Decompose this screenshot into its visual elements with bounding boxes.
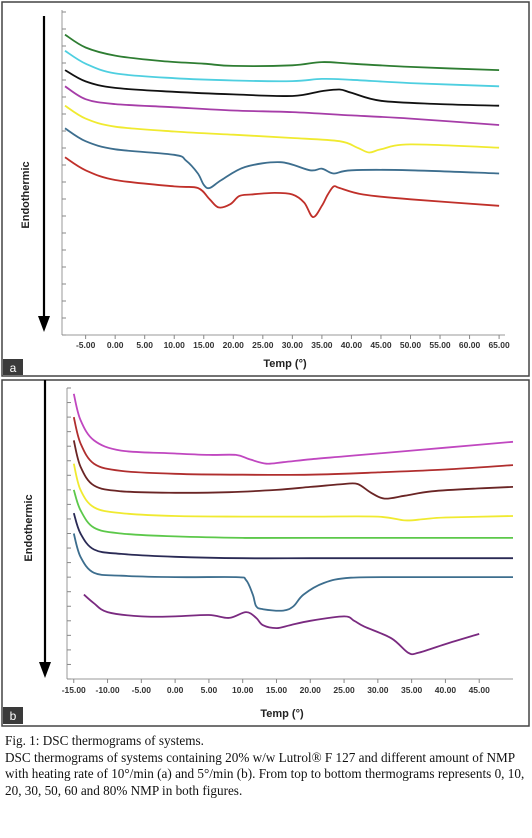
figure-canvas: -5.00 0.00 5.00 10.00 15.00 20.00 25.00 30.00 35…	[1, 1, 530, 727]
x-tick-label: 65.00	[488, 340, 510, 350]
panel-a-y-label: Endothermic	[20, 161, 32, 228]
panel-b-x-ticks	[73, 679, 480, 683]
series-line-4	[64, 85, 500, 126]
panel-a-x-ticks	[85, 335, 500, 339]
caption-body: DSC thermograms of systems containing 20…	[5, 749, 525, 798]
panel-a-x-label: Temp (°)	[263, 358, 307, 370]
x-tick-label: 10.00	[232, 685, 254, 695]
panel-a-series	[64, 33, 500, 218]
x-tick-label: 45.00	[370, 340, 392, 350]
series-line-4	[72, 463, 514, 522]
series-line-7	[72, 533, 513, 612]
series-line-1	[64, 33, 500, 71]
series-line-8	[83, 593, 480, 656]
panel-a-tag-label: a	[10, 361, 17, 375]
panel-a-frame	[1, 1, 530, 377]
x-tick-label: 5.00	[136, 340, 153, 350]
panel-b-tag-label: b	[10, 709, 17, 723]
panel-a-tag	[3, 359, 23, 375]
x-tick-label: 35.00	[401, 685, 423, 695]
x-tick-label: 25.00	[252, 340, 274, 350]
panel-b: -15.00 -10.00 -5.00 0.00 5.00 10.00 15.00 20.00…	[1, 379, 530, 727]
x-tick-label: 50.00	[400, 340, 422, 350]
x-tick-label: 0.00	[107, 340, 124, 350]
x-tick-label: 20.00	[223, 340, 245, 350]
panel-b-y-ticks	[67, 387, 71, 680]
panel-b-frame	[1, 379, 530, 727]
x-tick-label: -10.00	[95, 685, 119, 695]
figure-caption: Fig. 1: DSC thermograms of systems. DSC …	[5, 733, 527, 799]
x-tick-label: 45.00	[469, 685, 491, 695]
x-tick-label: -5.00	[76, 340, 96, 350]
series-line-2	[64, 50, 500, 88]
series-line-5	[64, 104, 500, 154]
panel-a-tick-labels: -5.00 0.00 5.00 10.00 15.00 20.00 25.00 30.00 35…	[76, 340, 510, 350]
caption-title: Fig. 1: DSC thermograms of systems.	[5, 733, 204, 748]
x-tick-label: 20.00	[300, 685, 322, 695]
panel-a-y-ticks	[62, 11, 66, 336]
series-line-3	[72, 440, 514, 500]
x-tick-label: 60.00	[459, 340, 481, 350]
panel-a-arrowhead	[38, 316, 50, 332]
x-tick-label: 5.00	[201, 685, 218, 695]
series-line-6	[64, 127, 500, 190]
panel-b-series	[72, 393, 514, 656]
x-tick-label: 0.00	[167, 685, 184, 695]
x-tick-label: 30.00	[282, 340, 304, 350]
series-line-1	[72, 393, 514, 465]
x-tick-label: 25.00	[333, 685, 355, 695]
x-tick-label: 15.00	[266, 685, 288, 695]
x-tick-label: -15.00	[62, 685, 86, 695]
x-tick-label: 40.00	[435, 685, 457, 695]
panel-b-x-label: Temp (°)	[260, 708, 304, 720]
series-line-7	[64, 156, 500, 218]
panel-b-tick-labels: -15.00 -10.00 -5.00 0.00 5.00 10.00 15.00 20.00…	[62, 685, 490, 695]
x-tick-label: 10.00	[164, 340, 186, 350]
panel-b-tag	[3, 707, 23, 724]
x-tick-label: 40.00	[341, 340, 363, 350]
x-tick-label: 55.00	[429, 340, 451, 350]
x-tick-label: 15.00	[193, 340, 215, 350]
x-tick-label: -5.00	[132, 685, 152, 695]
panel-b-y-label: Endothermic	[23, 494, 35, 561]
x-tick-label: 35.00	[311, 340, 333, 350]
series-line-5	[72, 489, 513, 539]
panel-b-arrowhead	[39, 662, 51, 678]
x-tick-label: 30.00	[367, 685, 389, 695]
series-line-6	[72, 512, 513, 560]
panel-a: -5.00 0.00 5.00 10.00 15.00 20.00 25.00 30.00 35…	[1, 1, 530, 377]
series-line-3	[64, 69, 500, 107]
series-line-2	[72, 416, 514, 476]
